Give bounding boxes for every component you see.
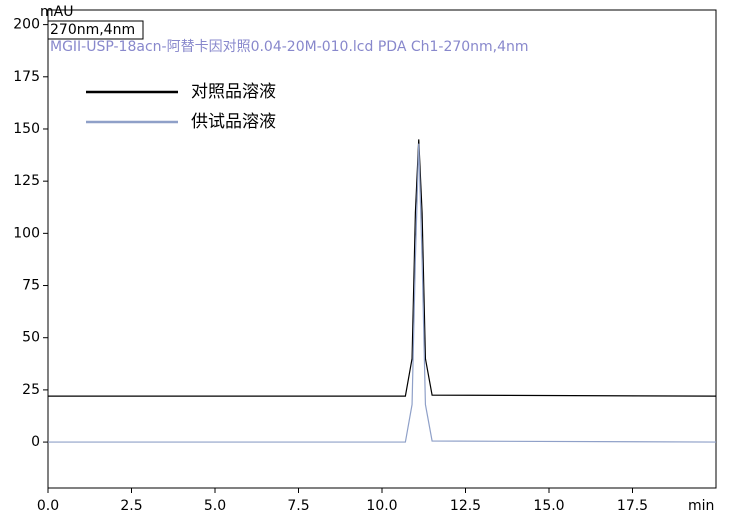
y-tick-label: 125 <box>13 173 40 189</box>
x-tick-label: 15.0 <box>533 498 564 514</box>
series-line <box>48 143 717 443</box>
y-axis-label: mAU <box>40 4 73 20</box>
y-tick-label: 100 <box>13 225 40 241</box>
x-axis-label: min <box>688 498 714 514</box>
y-tick-label: 200 <box>13 17 40 33</box>
legend-label: 对照品溶液 <box>191 82 276 102</box>
y-tick-label: 25 <box>22 382 40 398</box>
x-tick-label: 17.5 <box>617 498 648 514</box>
x-tick-label: 0.0 <box>37 498 59 514</box>
x-tick-label: 12.5 <box>450 498 481 514</box>
series-line <box>48 139 717 397</box>
y-tick-label: 50 <box>22 330 40 346</box>
y-tick-label: 0 <box>31 434 40 450</box>
x-tick-label: 2.5 <box>120 498 142 514</box>
y-tick-label: 75 <box>22 278 40 294</box>
channel-label: 270nm,4nm <box>50 22 135 38</box>
x-tick-label: 10.0 <box>366 498 397 514</box>
y-tick-label: 150 <box>13 121 40 137</box>
legend-label: 供试品溶液 <box>191 112 276 132</box>
plot-frame <box>47 9 717 489</box>
x-tick-label: 5.0 <box>204 498 226 514</box>
x-tick-label: 7.5 <box>287 498 309 514</box>
y-tick-label: 175 <box>13 69 40 85</box>
subtitle: MGII-USP-18acn-阿替卡因对照0.04-20M-010.lcd PD… <box>50 39 529 55</box>
